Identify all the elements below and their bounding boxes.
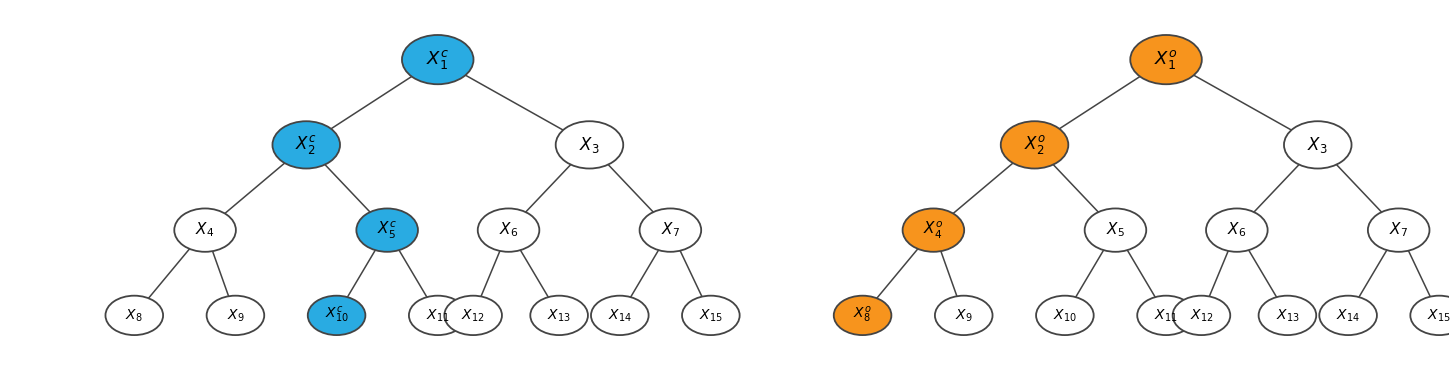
Ellipse shape [639,209,702,252]
Ellipse shape [556,121,623,168]
Text: $X_{10}^{c}$: $X_{10}^{c}$ [325,305,348,326]
Ellipse shape [1367,209,1430,252]
Text: $X_{4}$: $X_{4}$ [195,221,214,240]
Ellipse shape [903,209,964,252]
Ellipse shape [478,209,539,252]
Text: $X_{9}$: $X_{9}$ [955,307,973,324]
Ellipse shape [1284,121,1351,168]
Ellipse shape [1000,121,1069,168]
Text: $X_{7}$: $X_{7}$ [661,221,680,240]
Text: $X_{14}$: $X_{14}$ [609,307,632,324]
Text: $X_{7}$: $X_{7}$ [1389,221,1408,240]
Text: $X_{2}^{o}$: $X_{2}^{o}$ [1024,134,1045,156]
Text: $X_{13}$: $X_{13}$ [1275,307,1299,324]
Ellipse shape [402,35,473,84]
Ellipse shape [834,296,891,335]
Ellipse shape [1258,296,1316,335]
Ellipse shape [1411,296,1456,335]
Text: $X_{12}$: $X_{12}$ [462,307,485,324]
Ellipse shape [409,296,466,335]
Ellipse shape [444,296,502,335]
Ellipse shape [1085,209,1146,252]
Ellipse shape [1172,296,1230,335]
Text: $X_{8}$: $X_{8}$ [125,307,143,324]
Ellipse shape [175,209,236,252]
Text: $X_{11}$: $X_{11}$ [1155,307,1178,324]
Text: $X_{13}$: $X_{13}$ [547,307,571,324]
Text: $X_{15}$: $X_{15}$ [1427,307,1452,324]
Ellipse shape [591,296,648,335]
Ellipse shape [105,296,163,335]
Ellipse shape [1130,35,1201,84]
Text: $X_{14}$: $X_{14}$ [1337,307,1360,324]
Ellipse shape [207,296,264,335]
Ellipse shape [272,121,341,168]
Ellipse shape [935,296,993,335]
Text: $X_{1}^{c}$: $X_{1}^{c}$ [427,48,450,71]
Ellipse shape [530,296,588,335]
Text: $X_{6}$: $X_{6}$ [499,221,518,240]
Text: $X_{10}$: $X_{10}$ [1053,307,1077,324]
Text: $X_{11}$: $X_{11}$ [427,307,450,324]
Ellipse shape [1037,296,1093,335]
Ellipse shape [1137,296,1195,335]
Text: $X_{5}$: $X_{5}$ [1107,221,1125,240]
Ellipse shape [307,296,365,335]
Ellipse shape [1319,296,1377,335]
Text: $X_{8}^{o}$: $X_{8}^{o}$ [853,305,872,326]
Text: $X_{12}$: $X_{12}$ [1190,307,1213,324]
Text: $X_{5}^{c}$: $X_{5}^{c}$ [377,220,397,241]
Ellipse shape [681,296,740,335]
Text: $X_{3}$: $X_{3}$ [579,135,600,155]
Text: $X_{6}$: $X_{6}$ [1227,221,1246,240]
Text: $X_{1}^{o}$: $X_{1}^{o}$ [1155,48,1178,71]
Ellipse shape [357,209,418,252]
Text: $X_{2}^{c}$: $X_{2}^{c}$ [296,134,317,156]
Text: $X_{4}^{o}$: $X_{4}^{o}$ [923,220,943,241]
Text: $X_{9}$: $X_{9}$ [227,307,245,324]
Text: $X_{15}$: $X_{15}$ [699,307,722,324]
Ellipse shape [1206,209,1268,252]
Text: $X_{3}$: $X_{3}$ [1307,135,1328,155]
